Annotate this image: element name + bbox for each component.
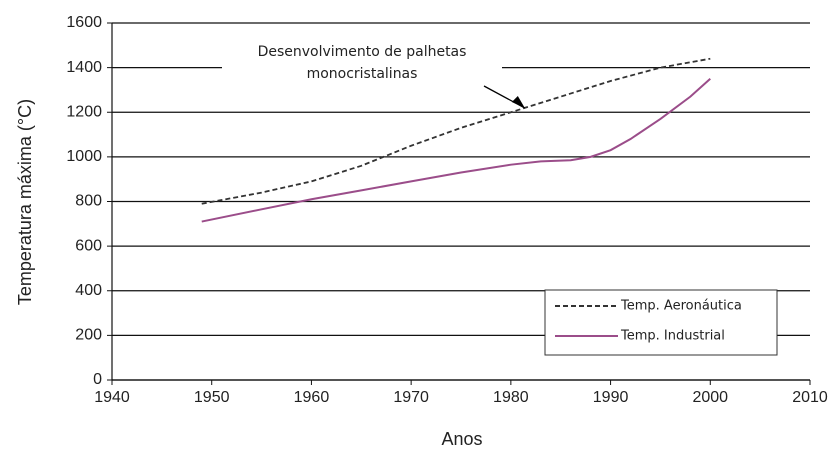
y-axis-label: Temperatura máxima (°C) xyxy=(15,99,35,305)
y-tick-label: 400 xyxy=(75,282,102,299)
y-tick-label: 800 xyxy=(75,193,102,210)
x-tick-label: 1940 xyxy=(94,389,130,406)
x-tick-label: 1950 xyxy=(194,389,230,406)
annotation-text: Desenvolvimento de palhetas xyxy=(258,44,467,60)
x-tick-label: 1980 xyxy=(493,389,529,406)
series-line xyxy=(201,78,711,223)
legend-label: Temp. Industrial xyxy=(620,329,725,344)
y-tick-label: 0 xyxy=(93,371,102,388)
annotation-bg xyxy=(222,38,502,86)
x-tick-label: 1960 xyxy=(294,389,330,406)
y-tick-label: 1200 xyxy=(66,103,102,120)
arrow-head xyxy=(511,96,525,109)
y-tick-label: 200 xyxy=(75,327,102,344)
x-tick-label: 1990 xyxy=(593,389,629,406)
y-tick-label: 600 xyxy=(75,237,102,254)
y-tick-label: 1600 xyxy=(66,14,102,31)
x-axis-label: Anos xyxy=(441,429,482,449)
y-tick-label: 1400 xyxy=(66,59,102,76)
legend-label: Temp. Aeronáutica xyxy=(620,299,742,314)
x-tick-label: 1970 xyxy=(393,389,429,406)
x-tick-label: 2010 xyxy=(792,389,828,406)
legend-box xyxy=(544,289,778,356)
series-line xyxy=(201,57,711,205)
x-tick-label: 2000 xyxy=(692,389,728,406)
y-tick-label: 1000 xyxy=(66,148,102,165)
annotation-text: monocristalinas xyxy=(307,66,418,82)
